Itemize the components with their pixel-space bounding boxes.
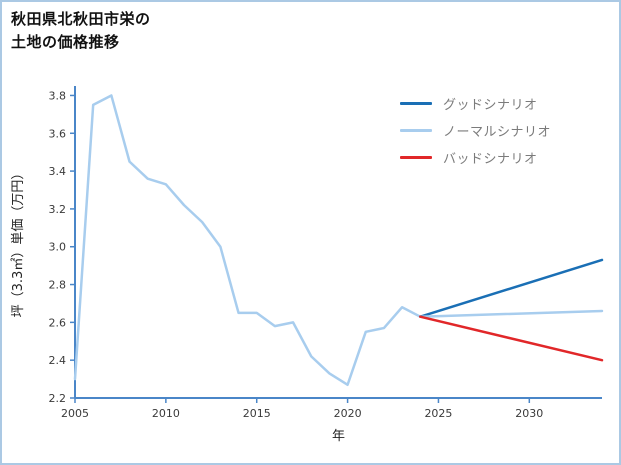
chart-legend: グッドシナリオ ノーマルシナリオ バッドシナリオ: [400, 94, 552, 167]
series-line-good: [419, 258, 604, 318]
y-tick-label: 2.6: [49, 316, 67, 329]
y-tick-label: 3.4: [49, 165, 67, 178]
y-tick-label: 3.6: [49, 127, 67, 140]
x-tick-label: 2015: [243, 407, 271, 420]
legend-item-good: グッドシナリオ: [400, 94, 551, 113]
legend-line-good: [400, 101, 432, 105]
x-tick-label: 2005: [61, 407, 89, 420]
x-tick-label: 2010: [152, 407, 180, 420]
chart-title-line1: 秋田県北秋田市栄の: [11, 10, 151, 28]
legend-item-normal: ノーマルシナリオ: [400, 121, 552, 140]
y-tick-label: 3.2: [49, 203, 67, 216]
chart-title-line2: 土地の価格推移: [11, 32, 120, 51]
series-line-normal: [419, 309, 604, 318]
y-axis-label: 坪（3.3㎡）単価（万円）: [10, 167, 26, 318]
series-line-historical: [73, 94, 422, 387]
x-axis-label: 年: [332, 429, 345, 444]
legend-label-good: グッドシナリオ: [443, 97, 538, 113]
x-tick-label: 2030: [515, 407, 543, 420]
chart-title: 秋田県北秋田市栄の 土地の価格推移: [11, 8, 151, 53]
legend-label-normal: ノーマルシナリオ: [443, 124, 552, 140]
legend-item-bad: バッドシナリオ: [400, 148, 551, 167]
series-line-bad: [419, 315, 604, 362]
y-tick-label: 2.8: [49, 279, 67, 292]
legend-line-normal: [400, 128, 432, 132]
y-tick-label: 3.0: [49, 241, 67, 254]
legend-label-bad: バッドシナリオ: [443, 151, 538, 167]
x-tick-label: 2020: [334, 407, 362, 420]
y-tick-label: 2.4: [49, 354, 67, 367]
legend-line-bad: [400, 155, 432, 159]
y-tick-label: 3.8: [49, 89, 67, 102]
y-tick-label: 2.2: [49, 392, 67, 405]
x-tick-label: 2025: [424, 407, 452, 420]
